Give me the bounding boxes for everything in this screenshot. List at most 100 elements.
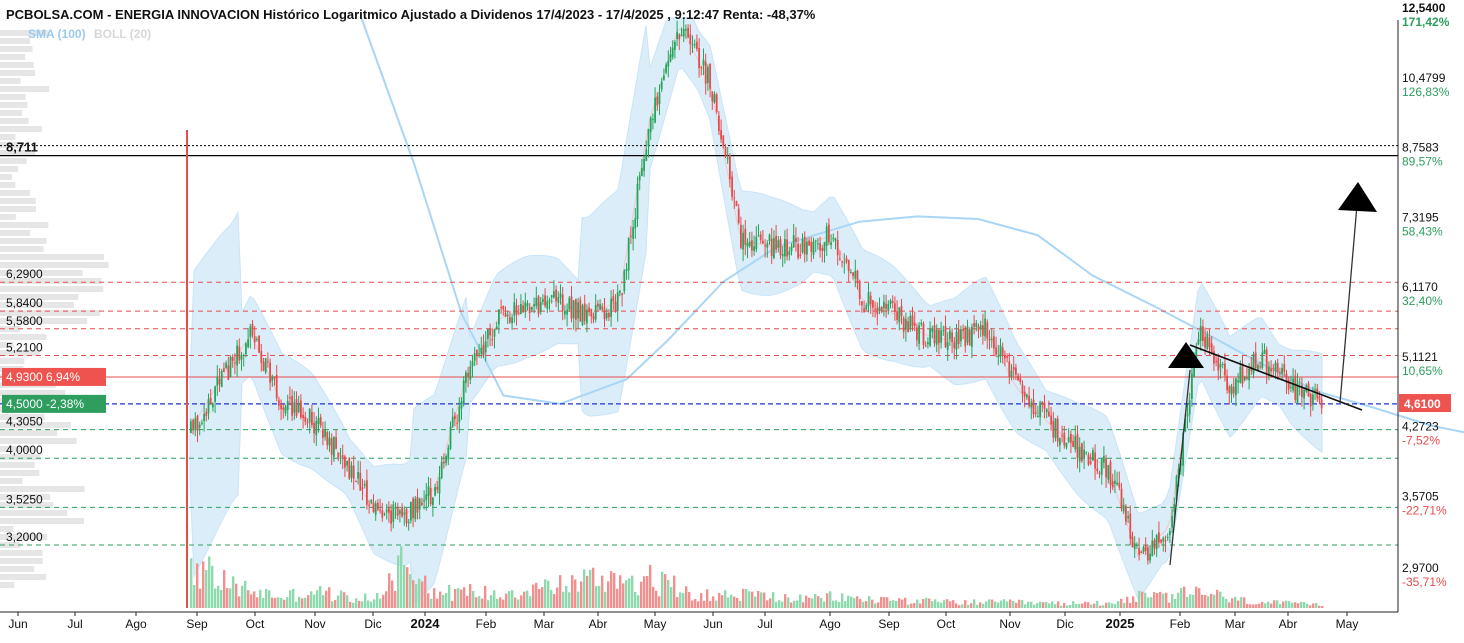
volume-bar: [568, 592, 571, 608]
volume-bar: [850, 596, 853, 608]
candle-body: [557, 297, 560, 303]
candle-body: [262, 361, 265, 371]
candle-body: [1096, 468, 1099, 472]
volume-bar: [784, 594, 787, 608]
candle-body: [911, 315, 914, 326]
candle-body: [935, 329, 938, 345]
volume-profile-bar: [0, 54, 26, 60]
volume-bar: [1141, 591, 1144, 608]
candle-body: [1155, 535, 1158, 550]
right-tick-pct: 89,57%: [1402, 155, 1443, 169]
volume-bar: [592, 567, 595, 608]
candle-body: [194, 418, 197, 431]
candle-body: [880, 307, 883, 312]
volume-bar: [946, 599, 949, 608]
candle-body: [293, 402, 296, 413]
volume-bar: [355, 598, 358, 608]
candle-body: [546, 301, 549, 309]
legend-boll: BOLL (20): [94, 27, 151, 41]
candle-body: [458, 406, 461, 423]
candle-body: [308, 409, 311, 423]
x-tick-label: Sep: [186, 617, 208, 631]
volume-bar: [1213, 594, 1216, 608]
candle-body: [341, 455, 344, 458]
volume-bar: [1228, 602, 1231, 608]
volume-bar: [235, 583, 238, 608]
candle-body: [1193, 362, 1195, 378]
volume-bar: [739, 600, 742, 608]
candle-body: [1008, 361, 1011, 377]
candle-body: [1162, 537, 1165, 542]
candle-body: [1177, 468, 1180, 478]
candle-body: [476, 349, 478, 357]
volume-bar: [943, 600, 946, 608]
candle-body: [482, 344, 485, 356]
candle-body: [913, 322, 916, 327]
x-tick-label: Mar: [1225, 617, 1246, 631]
volume-bar: [289, 590, 292, 608]
volume-bar: [313, 594, 316, 608]
volume-bar: [412, 580, 415, 608]
volume-bar: [1162, 593, 1165, 608]
candle-body: [465, 372, 467, 384]
candle-body: [1107, 465, 1110, 480]
volume-profile-bar: [0, 350, 40, 356]
candle-body: [1221, 364, 1224, 366]
volume-bar: [1090, 604, 1093, 608]
volume-bar: [985, 601, 988, 608]
candle-body: [955, 332, 958, 350]
volume-profile-bar: [0, 470, 40, 476]
volume-profile-bar: [0, 62, 34, 68]
candle-body: [1142, 547, 1145, 552]
x-tick-label: Abr: [1279, 617, 1298, 631]
volume-bar: [541, 587, 544, 608]
volume-bar: [1261, 601, 1264, 608]
candle-body: [418, 498, 421, 510]
volume-bar: [595, 586, 598, 608]
candle-body: [484, 341, 487, 353]
volume-profile-bar: [0, 134, 16, 140]
volume-bar: [1321, 605, 1324, 608]
candle-body: [1252, 354, 1255, 374]
volume-bar: [583, 569, 586, 608]
candle-body: [984, 318, 986, 337]
volume-bar: [1288, 601, 1291, 608]
candle-body: [709, 63, 711, 89]
candle-body: [603, 309, 606, 320]
candle-body: [368, 504, 370, 506]
candle-body: [909, 315, 912, 330]
volume-bar: [871, 599, 874, 608]
candle-body: [339, 458, 342, 460]
volume-bar: [328, 587, 331, 608]
candle-body: [918, 325, 920, 344]
candle-body: [201, 422, 203, 424]
volume-profile-bar: [0, 182, 16, 188]
candle-body: [845, 258, 848, 262]
candle-body: [630, 235, 632, 237]
candle-body: [278, 400, 280, 406]
volume-bar: [364, 593, 367, 608]
candle-body: [724, 147, 727, 157]
volume-bar: [1183, 586, 1186, 608]
candle-body: [434, 486, 436, 496]
volume-bar: [277, 597, 280, 608]
candle-body: [1116, 482, 1118, 485]
candle-body: [971, 326, 973, 347]
volume-bar: [535, 582, 538, 608]
volume-bar: [919, 603, 922, 608]
candle-body: [995, 347, 997, 355]
candle-body: [883, 301, 885, 309]
candle-body: [1274, 362, 1277, 372]
volume-bar: [766, 600, 769, 608]
candle-body: [1076, 434, 1079, 458]
volume-bar: [820, 597, 823, 608]
candle-body: [1140, 551, 1143, 554]
candle-body: [1129, 513, 1132, 540]
candle-body: [1309, 393, 1312, 407]
candle-body: [933, 325, 936, 344]
volume-bar: [403, 565, 406, 608]
candle-body: [685, 29, 687, 31]
candle-body: [781, 253, 784, 257]
volume-bar: [1276, 600, 1279, 608]
volume-bar: [667, 579, 670, 608]
